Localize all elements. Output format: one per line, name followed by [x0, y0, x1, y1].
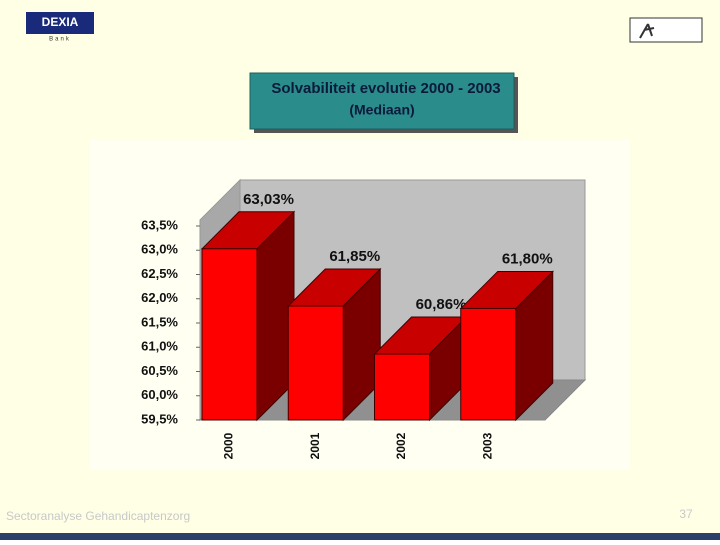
- y-tick-label: 61,5%: [141, 314, 178, 329]
- footer-bar: [0, 533, 720, 540]
- chart-subtitle: (Mediaan): [349, 102, 414, 118]
- logo-right-icon: [639, 23, 655, 39]
- bar: [287, 305, 344, 421]
- x-tick-label: 2002: [394, 432, 408, 459]
- footer-text: Sectoranalyse Gehandicaptenzorg: [6, 509, 190, 523]
- y-tick-label: 63,5%: [141, 217, 178, 232]
- data-label: 61,85%: [329, 248, 380, 265]
- x-tick-label: 2001: [308, 432, 322, 459]
- logo-left-box: [26, 12, 94, 34]
- y-tick-label: 63,0%: [141, 242, 178, 257]
- y-tick-label: 60,0%: [141, 387, 178, 402]
- data-label: 63,03%: [243, 191, 294, 208]
- logo-left-sub: Bank: [49, 37, 71, 43]
- y-tick-label: 59,5%: [141, 411, 178, 426]
- data-label: 60,86%: [416, 296, 467, 313]
- bar: [201, 248, 258, 421]
- y-tick-label: 62,0%: [141, 290, 178, 305]
- x-tick-label: 2003: [480, 432, 494, 459]
- plot: 59,5% 60,0% 60,5% 61,0% 61,5% 62,0% 62,5% 63,0%…: [141, 178, 587, 459]
- y-tick-label: 60,5%: [141, 363, 178, 378]
- y-tick-label: 62,5%: [141, 266, 178, 281]
- page-number: 37: [679, 507, 693, 521]
- data-label: 61,80%: [502, 250, 553, 267]
- logo-right: [629, 17, 703, 43]
- logo-left: DEXIA: [42, 15, 79, 29]
- x-tick-label: 2000: [222, 432, 236, 459]
- chart-title: Solvabiliteit evolutie 2000 - 2003: [271, 80, 500, 97]
- title-box: [249, 72, 515, 130]
- y-tick-label: 61,0%: [141, 339, 178, 354]
- bar: [374, 353, 430, 421]
- bar: [460, 307, 517, 421]
